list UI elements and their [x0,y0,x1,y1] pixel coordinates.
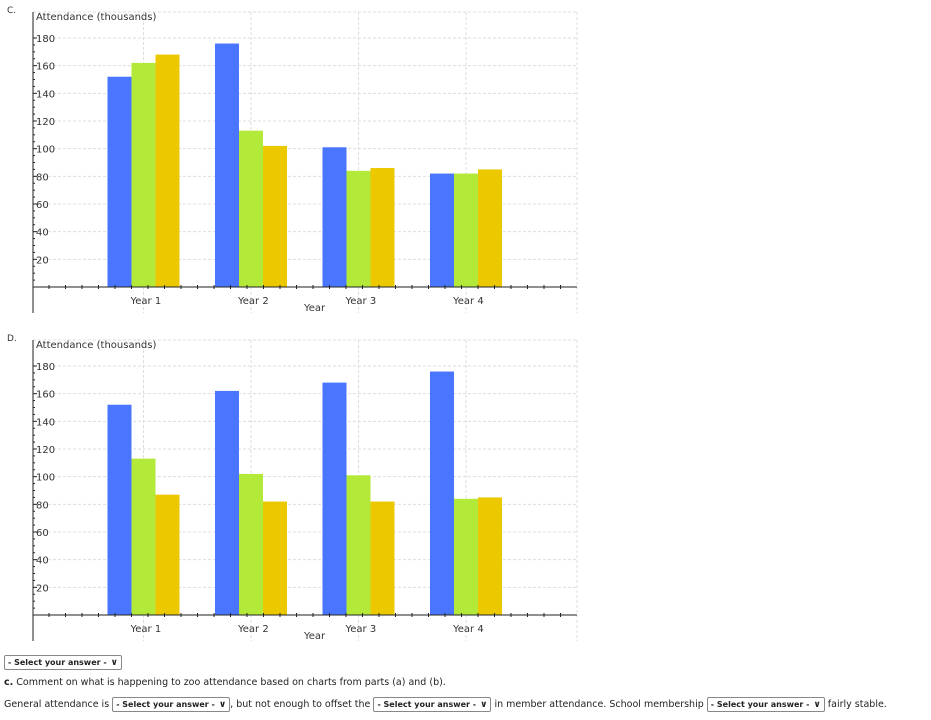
answer-select-2[interactable]: - Select your answer - ∨ [373,697,492,712]
option-label-c: C. [7,6,17,16]
x-tick-label: Year 1 [130,296,162,307]
bar-series2-3 [346,475,371,615]
y-tick-label: 180 [36,34,55,45]
bar-series1-3 [322,382,347,615]
bar-series3-1 [155,54,180,287]
bar-series1-4 [430,371,454,615]
x-axis-title: Year [303,631,326,642]
y-tick-label: 120 [36,445,55,456]
question-c-text: Comment on what is happening to zoo atte… [13,677,446,688]
y-tick-label: 100 [36,145,55,156]
bar-series2-1 [131,458,156,615]
y-tick-label: 100 [36,473,55,484]
y-axis-title: Attendance (thousands) [36,340,156,351]
bar-series3-4 [478,497,502,615]
select-text: - Select your answer - [8,658,107,667]
bar-series2-4 [454,173,478,287]
select-text: - Select your answer - [710,700,810,709]
chevron-down-icon: ∨ [480,699,488,710]
bar-series2-2 [239,473,263,615]
y-tick-label: 20 [36,255,49,266]
x-tick-label: Year 1 [130,624,162,635]
y-tick-label: 160 [36,390,55,401]
answer-select-bd[interactable]: - Select your answer - ∨ [4,655,122,670]
chart-d: 20 40 60 80 100 120 140 160 180 Year 1 Year 2 Year … [32,339,578,642]
y-tick-label: 80 [36,500,49,511]
x-tick-label: Year 4 [452,624,484,635]
y-tick-label: 160 [36,62,55,73]
bar-series1-2 [215,390,239,615]
chevron-down-icon: ∨ [110,657,118,668]
bar-series1-2 [215,43,239,288]
bar-series2-3 [346,170,371,287]
y-tick-label: 140 [36,89,55,100]
select-text: - Select your answer - [116,700,215,709]
bar-series1-1 [107,76,132,287]
option-label-d: D. [7,334,17,344]
question-c-label: c. [4,677,14,688]
x-tick-label: Year 2 [237,296,269,307]
question-c: c. Comment on what is happening to zoo a… [4,677,446,688]
sentence-part-4: fairly stable. [827,699,887,710]
x-tick-label: Year 4 [452,296,484,307]
y-tick-label: 20 [36,583,49,594]
sentence-part-1: General attendance is [4,699,110,710]
charts: 20 40 60 80 100 120 140 160 180 Year 1 Year 2 Year … [32,11,578,642]
y-tick-label: 60 [36,200,49,211]
y-tick-label: 40 [36,556,49,567]
select-text: - Select your answer - [377,700,477,709]
sentence-part-2: , but not enough to offset the [230,699,371,710]
chart-c: 20 40 60 80 100 120 140 160 180 Year 1 Year 2 Year … [32,11,578,314]
y-tick-label: 40 [36,228,49,239]
bar-series2-2 [239,130,263,287]
bar-series3-4 [478,169,502,287]
chevron-down-icon: ∨ [218,699,227,710]
bar-series1-4 [430,173,454,287]
y-tick-label: 80 [36,172,49,183]
answer-select-3[interactable]: - Select your answer - ∨ [706,697,825,712]
chevron-down-icon: ∨ [813,699,821,710]
bar-series3-3 [370,168,395,287]
bar-series3-1 [155,494,180,615]
y-tick-label: 180 [36,362,55,373]
sentence-part-3: in member attendance. School membership [494,699,704,710]
answer-select-1[interactable]: - Select your answer - ∨ [112,697,231,712]
x-tick-label: Year 2 [237,624,269,635]
y-tick-label: 60 [36,528,49,539]
x-axis-title: Year [303,303,326,314]
bar-series3-2 [263,501,287,615]
bar-series2-4 [454,498,478,615]
y-tick-label: 120 [36,117,55,128]
answer-sentence: General attendance is - Select your answ… [4,697,887,712]
bar-series2-1 [131,62,156,288]
bar-series3-3 [370,501,395,615]
bar-series1-3 [322,147,347,287]
x-tick-label: Year 3 [345,624,377,635]
bar-series3-2 [263,145,287,287]
y-axis-title: Attendance (thousands) [36,12,156,23]
y-tick-label: 140 [36,417,55,428]
x-tick-label: Year 3 [345,296,377,307]
bar-series1-1 [107,404,132,615]
